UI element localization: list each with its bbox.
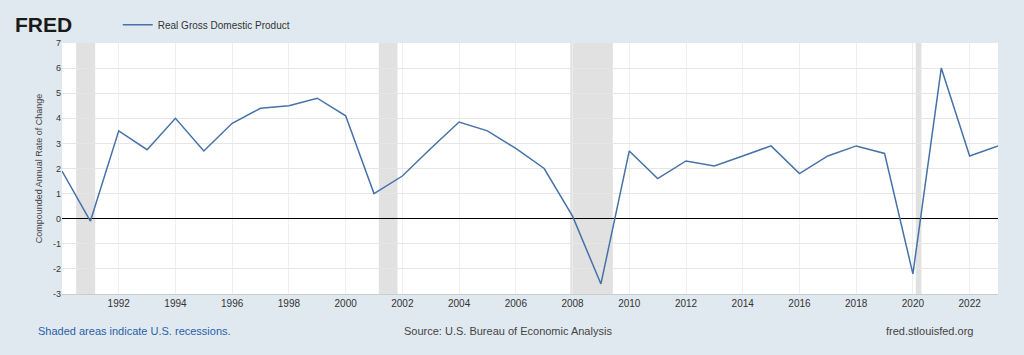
svg-text:3: 3 — [56, 139, 61, 149]
svg-text:0: 0 — [56, 214, 61, 224]
svg-text:1994: 1994 — [164, 298, 187, 309]
svg-text:1: 1 — [56, 189, 61, 199]
svg-text:2014: 2014 — [732, 298, 755, 309]
svg-text:1996: 1996 — [221, 298, 244, 309]
svg-text:Source: U.S. Bureau of Economi: Source: U.S. Bureau of Economic Analysis — [404, 325, 612, 337]
svg-text:Shaded areas indicate U.S. rec: Shaded areas indicate U.S. recessions. — [38, 325, 231, 337]
svg-text:2: 2 — [56, 164, 61, 174]
svg-text:1992: 1992 — [108, 298, 131, 309]
svg-text:2022: 2022 — [959, 298, 982, 309]
svg-text:6: 6 — [56, 63, 61, 73]
svg-text:2000: 2000 — [335, 298, 358, 309]
svg-text:2012: 2012 — [675, 298, 698, 309]
svg-text:2006: 2006 — [505, 298, 528, 309]
svg-text:4: 4 — [56, 113, 61, 123]
svg-text:Compounded Annual Rate of Chan: Compounded Annual Rate of Change — [34, 94, 44, 244]
svg-text:5: 5 — [56, 88, 61, 98]
svg-text:Real Gross Domestic Product: Real Gross Domestic Product — [158, 20, 290, 31]
svg-text:-1: -1 — [53, 239, 61, 249]
svg-text:2018: 2018 — [845, 298, 868, 309]
svg-text:FRED: FRED — [15, 13, 72, 36]
svg-text:2020: 2020 — [902, 298, 925, 309]
svg-text:1998: 1998 — [278, 298, 301, 309]
svg-text:2004: 2004 — [448, 298, 471, 309]
svg-text:2016: 2016 — [788, 298, 811, 309]
svg-text:-2: -2 — [53, 264, 61, 274]
svg-text:-3: -3 — [53, 289, 61, 299]
svg-text:7: 7 — [56, 38, 61, 48]
svg-text:fred.stlouisfed.org: fred.stlouisfed.org — [886, 325, 973, 337]
svg-text:2002: 2002 — [391, 298, 414, 309]
svg-text:2010: 2010 — [618, 298, 641, 309]
svg-text:2008: 2008 — [561, 298, 584, 309]
